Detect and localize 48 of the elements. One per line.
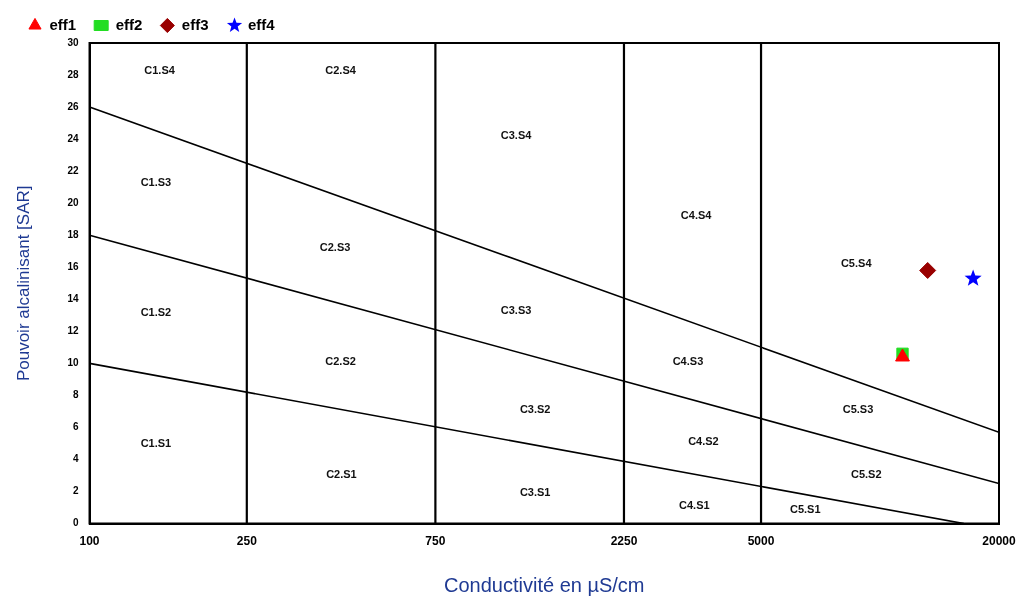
legend-label: eff1 — [49, 15, 77, 33]
y-tick-label: 8 — [72, 389, 79, 401]
y-tick-label: 6 — [72, 421, 79, 433]
annotation: C3.S4 — [500, 128, 533, 141]
annotation: C3.S3 — [500, 303, 532, 316]
annotation: C1.S1 — [140, 436, 172, 449]
y-tick-label: 14 — [67, 293, 79, 305]
legend-label: eff3 — [181, 15, 209, 33]
annotation: C3.S1 — [519, 485, 551, 498]
x-tick-label: 2250 — [610, 534, 638, 549]
annotation: C5.S4 — [840, 257, 873, 270]
y-tick-label: 12 — [67, 325, 79, 337]
x-tick-label: 5000 — [747, 534, 775, 549]
y-tick-label: 26 — [67, 100, 79, 112]
legend-label: eff2 — [115, 15, 143, 33]
y-tick-label: 18 — [67, 228, 79, 240]
annotation: C5.S1 — [789, 502, 821, 515]
annotation: C2.S4 — [325, 63, 357, 76]
x-tick-label: 100 — [79, 534, 100, 549]
y-tick-label: 24 — [67, 132, 79, 144]
x-tick-label: 250 — [236, 534, 258, 549]
x-axis-title: Conductivité en µS/cm — [444, 573, 645, 596]
annotation: C2.S2 — [325, 354, 356, 367]
y-tick-label: 30 — [67, 36, 79, 48]
annotation: C4.S2 — [688, 434, 719, 447]
y-tick-label: 4 — [72, 453, 79, 465]
annotation: C2.S3 — [319, 241, 351, 254]
x-tick-label: 20000 — [982, 534, 1017, 549]
y-tick-label: 10 — [67, 357, 79, 369]
annotation: C4.S3 — [672, 354, 704, 367]
y-tick-label: 20 — [67, 196, 79, 208]
y-axis-title: Pouvoir alcalinisant [SAR] — [13, 185, 33, 382]
annotation: C1.S4 — [144, 63, 176, 76]
x-tick-label: 750 — [425, 534, 446, 549]
legend-label: eff4 — [248, 15, 276, 33]
y-tick-label: 28 — [67, 68, 79, 80]
annotation: C1.S2 — [140, 305, 172, 318]
annotation: C2.S1 — [326, 468, 357, 481]
y-tick-label: 22 — [67, 164, 79, 176]
y-tick-label: 2 — [72, 485, 79, 497]
annotation: C1.S3 — [140, 176, 172, 189]
annotation: C5.S2 — [850, 468, 882, 481]
y-tick-label: 16 — [67, 261, 79, 273]
y-tick-label: 0 — [72, 517, 79, 529]
annotation: C3.S2 — [519, 403, 551, 416]
annotation: C4.S4 — [680, 209, 713, 222]
annotation: C4.S1 — [679, 498, 710, 511]
annotation: C5.S3 — [842, 403, 874, 416]
